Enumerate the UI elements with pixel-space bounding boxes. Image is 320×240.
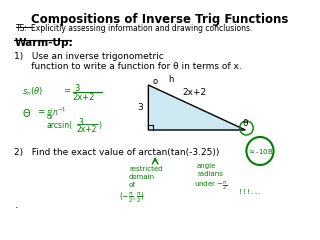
Text: $(-\frac{\pi}{2},\frac{\pi}{2})$: $(-\frac{\pi}{2},\frac{\pi}{2})$ xyxy=(119,190,146,205)
Text: 1)   Use an inverse trigonometric: 1) Use an inverse trigonometric xyxy=(14,52,164,61)
Text: radians: radians xyxy=(197,171,223,177)
Text: Explicitly assessing information and drawing conclusions.: Explicitly assessing information and dra… xyxy=(31,24,252,33)
Text: 2x+2: 2x+2 xyxy=(73,93,95,102)
Text: TS:: TS: xyxy=(16,24,28,33)
Text: $!!!...$: $!!!...$ xyxy=(238,187,261,196)
Text: under $-\frac{\pi}{2}$: under $-\frac{\pi}{2}$ xyxy=(194,179,228,192)
Text: Warm-Up:: Warm-Up: xyxy=(14,38,73,48)
Text: or: or xyxy=(46,114,53,120)
Text: Compositions of Inverse Trig Functions: Compositions of Inverse Trig Functions xyxy=(31,13,289,26)
Text: o: o xyxy=(152,78,157,86)
Text: function to write a function for θ in terms of x.: function to write a function for θ in te… xyxy=(14,62,242,71)
Text: $s_n(\theta)$: $s_n(\theta)$ xyxy=(22,86,44,98)
Text: =: = xyxy=(37,107,44,116)
Text: $\Theta$: $\Theta$ xyxy=(22,107,31,119)
Text: of: of xyxy=(129,182,136,188)
Text: 2)   Find the exact value of arctan(tan(-3.25)): 2) Find the exact value of arctan(tan(-3… xyxy=(14,148,220,157)
Text: 2x+2: 2x+2 xyxy=(76,125,97,134)
Text: restricted: restricted xyxy=(129,166,163,172)
Text: 2x+2: 2x+2 xyxy=(182,88,206,97)
Text: h: h xyxy=(168,76,173,84)
Text: ): ) xyxy=(98,121,101,130)
Text: =: = xyxy=(63,86,70,95)
Text: $sin^{-1}$: $sin^{-1}$ xyxy=(46,106,67,118)
Polygon shape xyxy=(148,85,245,130)
Text: θ: θ xyxy=(243,120,248,128)
Text: 3: 3 xyxy=(78,118,83,127)
Text: domain: domain xyxy=(129,174,155,180)
Text: arcsin(: arcsin( xyxy=(46,121,73,130)
Text: 3: 3 xyxy=(75,84,80,93)
Text: angle: angle xyxy=(197,163,216,169)
Text: $\approx$-10B: $\approx$-10B xyxy=(247,146,273,156)
Text: 3: 3 xyxy=(138,102,143,112)
Text: .: . xyxy=(14,200,18,210)
